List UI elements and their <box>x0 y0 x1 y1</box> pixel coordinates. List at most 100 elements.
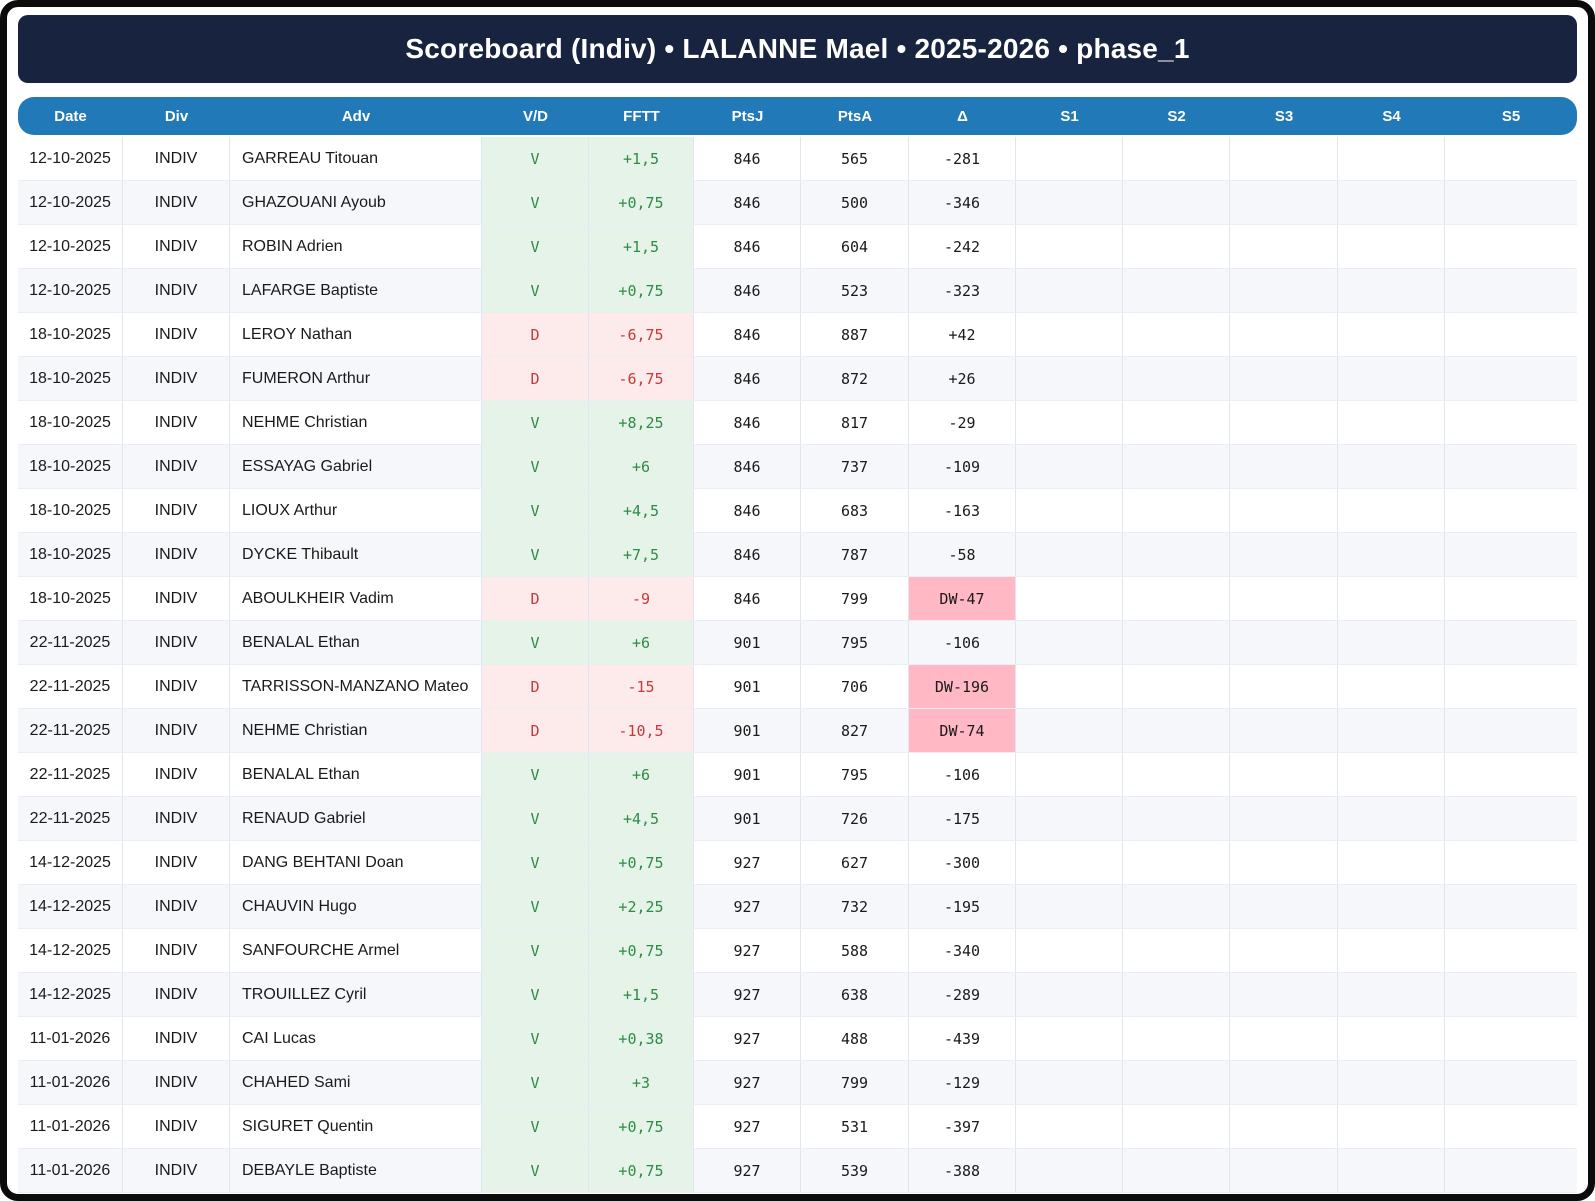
opponent-points-cell: 604 <box>801 225 909 268</box>
column-header-s2: S2 <box>1167 107 1186 125</box>
set3-cell <box>1230 929 1338 972</box>
set1-cell <box>1016 577 1123 620</box>
date-cell: 11-01-2026 <box>18 1105 123 1148</box>
opponent-cell: ESSAYAG Gabriel <box>230 445 482 488</box>
set3-cell <box>1230 313 1338 356</box>
opponent-cell: NEHME Christian <box>230 709 482 752</box>
fftt-points-cell: -6,75 <box>589 357 694 400</box>
division-cell: INDIV <box>123 137 230 180</box>
set1-cell <box>1016 401 1123 444</box>
set5-cell <box>1445 137 1577 180</box>
date-cell: 22-11-2025 <box>18 797 123 840</box>
set1-cell <box>1016 313 1123 356</box>
delta-cell: -163 <box>909 489 1016 532</box>
table-row: 18-10-2025 INDIV DYCKE Thibault V +7,5 846 787… <box>18 533 1577 577</box>
fftt-points-cell: +0,75 <box>589 1149 694 1192</box>
date-cell: 18-10-2025 <box>18 313 123 356</box>
set3-cell <box>1230 401 1338 444</box>
result-cell: V <box>482 841 589 884</box>
division-cell: INDIV <box>123 489 230 532</box>
opponent-points-cell: 787 <box>801 533 909 576</box>
fftt-points-cell: -15 <box>589 665 694 708</box>
set1-cell <box>1016 885 1123 928</box>
delta-cell: -281 <box>909 137 1016 180</box>
opponent-points-cell: 795 <box>801 621 909 664</box>
column-header-div: Div <box>164 107 189 125</box>
delta-cell: -340 <box>909 929 1016 972</box>
set3-cell <box>1230 137 1338 180</box>
set4-cell <box>1338 533 1445 576</box>
opponent-cell: DEBAYLE Baptiste <box>230 1149 482 1192</box>
set3-cell <box>1230 445 1338 488</box>
delta-cell: -106 <box>909 621 1016 664</box>
fftt-points-cell: +3 <box>589 1061 694 1104</box>
set1-cell <box>1016 137 1123 180</box>
date-cell: 11-01-2026 <box>18 1061 123 1104</box>
fftt-points-cell: +0,75 <box>589 841 694 884</box>
division-cell: INDIV <box>123 841 230 884</box>
set4-cell <box>1338 621 1445 664</box>
opponent-points-cell: 872 <box>801 357 909 400</box>
division-cell: INDIV <box>123 797 230 840</box>
set2-cell <box>1123 181 1230 224</box>
opponent-points-cell: 827 <box>801 709 909 752</box>
set3-cell <box>1230 885 1338 928</box>
set4-cell <box>1338 709 1445 752</box>
set4-cell <box>1338 1017 1445 1060</box>
set3-cell <box>1230 797 1338 840</box>
column-header-s4: S4 <box>1382 107 1401 125</box>
result-cell: V <box>482 885 589 928</box>
set4-cell <box>1338 445 1445 488</box>
table-row: 22-11-2025 INDIV BENALAL Ethan V +6 901 795 -10… <box>18 621 1577 665</box>
player-points-cell: 927 <box>694 1017 801 1060</box>
delta-cell: DW-74 <box>909 709 1016 752</box>
date-cell: 22-11-2025 <box>18 665 123 708</box>
delta-cell: -346 <box>909 181 1016 224</box>
delta-cell: +42 <box>909 313 1016 356</box>
division-cell: INDIV <box>123 753 230 796</box>
fftt-points-cell: +1,5 <box>589 225 694 268</box>
table-row: 18-10-2025 INDIV ESSAYAG Gabriel V +6 846 737-… <box>18 445 1577 489</box>
division-cell: INDIV <box>123 401 230 444</box>
column-header-s1: S1 <box>1060 107 1079 125</box>
set5-cell <box>1445 841 1577 884</box>
set4-cell <box>1338 753 1445 796</box>
result-cell: V <box>482 225 589 268</box>
set2-cell <box>1123 357 1230 400</box>
player-points-cell: 901 <box>694 709 801 752</box>
delta-cell: -323 <box>909 269 1016 312</box>
set4-cell <box>1338 577 1445 620</box>
player-points-cell: 927 <box>694 1149 801 1192</box>
table-row: 18-10-2025 INDIV NEHME Christian V +8,25 846 8… <box>18 401 1577 445</box>
division-cell: INDIV <box>123 665 230 708</box>
result-cell: V <box>482 1061 589 1104</box>
set1-cell <box>1016 753 1123 796</box>
date-cell: 11-01-2026 <box>18 1149 123 1192</box>
opponent-cell: CAI Lucas <box>230 1017 482 1060</box>
set1-cell <box>1016 1017 1123 1060</box>
fftt-points-cell: +0,75 <box>589 181 694 224</box>
result-cell: V <box>482 445 589 488</box>
result-cell: V <box>482 401 589 444</box>
set1-cell <box>1016 357 1123 400</box>
set5-cell <box>1445 797 1577 840</box>
set5-cell <box>1445 885 1577 928</box>
table-row: 22-11-2025 INDIV RENAUD Gabriel V +4,5 901 726… <box>18 797 1577 841</box>
set2-cell <box>1123 1105 1230 1148</box>
column-header-ptsa: PtsA <box>837 107 873 125</box>
fftt-points-cell: +8,25 <box>589 401 694 444</box>
delta-cell: -129 <box>909 1061 1016 1104</box>
result-cell: V <box>482 753 589 796</box>
table-header-row: Date Div Adv V/D FFTT PtsJ PtsA Δ S1 S2 S3 S4 S5 <box>18 97 1577 135</box>
opponent-points-cell: 565 <box>801 137 909 180</box>
set1-cell <box>1016 621 1123 664</box>
column-header-s5: S5 <box>1501 107 1521 125</box>
division-cell: INDIV <box>123 885 230 928</box>
player-points-cell: 927 <box>694 929 801 972</box>
table-row: 14-12-2025 INDIV CHAUVIN Hugo V +2,25 927 732-… <box>18 885 1577 929</box>
delta-cell: -106 <box>909 753 1016 796</box>
set5-cell <box>1445 313 1577 356</box>
set3-cell <box>1230 181 1338 224</box>
result-cell: D <box>482 357 589 400</box>
